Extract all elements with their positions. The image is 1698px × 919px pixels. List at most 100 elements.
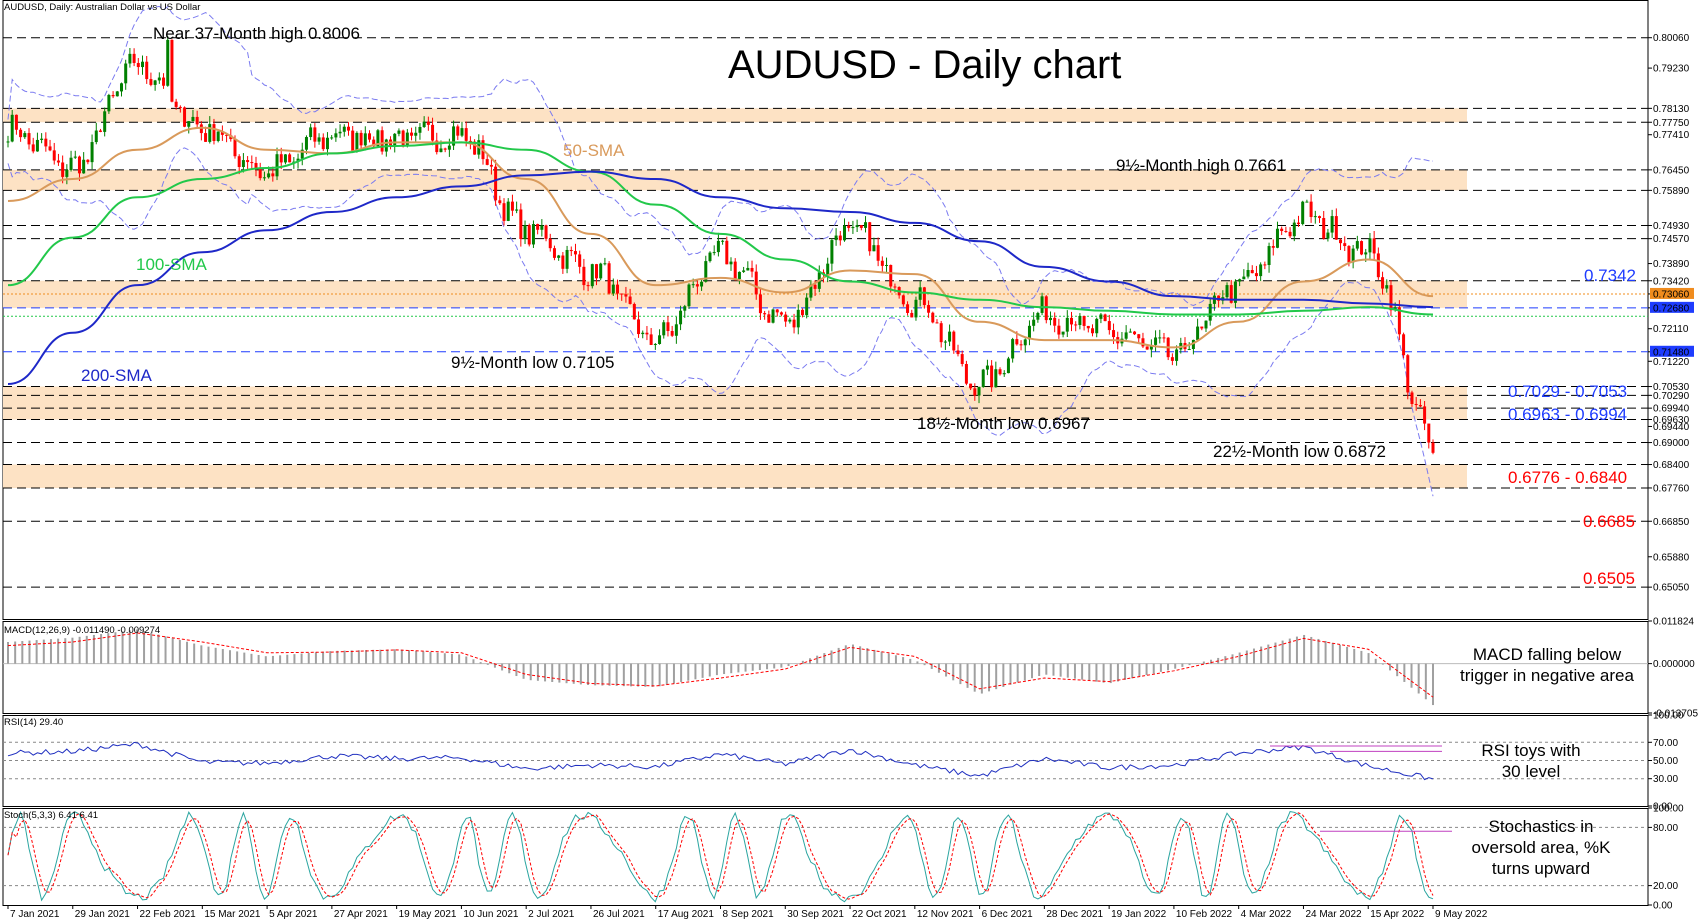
panel-frames xyxy=(2,0,1649,906)
annotation-22-5-month-low: 22½-Month low 0.6872 xyxy=(1213,442,1386,461)
y-tick-label: 0.69440 xyxy=(1653,422,1690,433)
candle-body xyxy=(485,159,489,165)
candle-body xyxy=(1284,231,1288,233)
candle-body xyxy=(220,131,224,135)
candle-body xyxy=(86,159,90,163)
candle-body xyxy=(1339,239,1343,244)
candle-body xyxy=(262,177,266,179)
candle-body xyxy=(1427,423,1431,443)
candle-body xyxy=(1023,339,1027,346)
y-tick-label: 0.65880 xyxy=(1653,552,1690,563)
y-tick-label: 0.79230 xyxy=(1653,64,1690,75)
panel-frame-1 xyxy=(2,621,1649,714)
candle-body xyxy=(649,334,653,345)
candle-body xyxy=(981,369,985,387)
candle-body xyxy=(1397,307,1401,335)
candle-body xyxy=(241,160,245,167)
candle-body xyxy=(19,129,23,138)
candle-body xyxy=(1137,334,1141,339)
candle-body xyxy=(1141,338,1145,347)
candle-body xyxy=(1423,406,1427,424)
y-tick-label: 0.72110 xyxy=(1653,324,1689,335)
candle-body xyxy=(1019,344,1023,346)
y-tick-label: 0.68400 xyxy=(1653,460,1690,471)
y-tick-label: 20.00 xyxy=(1653,881,1678,892)
candle-body xyxy=(1002,373,1006,375)
x-tick-label: 30 Sep 2021 xyxy=(787,909,844,919)
candle-body xyxy=(1053,317,1057,326)
price-zone xyxy=(3,108,1467,123)
candle-body xyxy=(1032,319,1036,326)
candle-body xyxy=(410,132,414,136)
candle-body xyxy=(893,286,897,288)
candle-body xyxy=(330,137,334,139)
candle-body xyxy=(1204,320,1208,329)
candle-body xyxy=(956,350,960,355)
candle-body xyxy=(1246,270,1250,277)
x-tick-label: 10 Jun 2021 xyxy=(463,909,518,919)
candle-body xyxy=(1036,312,1040,320)
candle-body xyxy=(1187,349,1191,351)
annotation-9-5-month-high: 9½-Month high 0.7661 xyxy=(1116,156,1286,175)
x-tick-label: 17 Aug 2021 xyxy=(658,909,715,919)
candle-body xyxy=(1200,326,1204,329)
candle-body xyxy=(346,126,350,131)
candle-body xyxy=(704,261,708,282)
candle-body xyxy=(1040,296,1044,313)
candle-body xyxy=(1381,277,1385,289)
candle-body xyxy=(48,146,52,151)
candle-body xyxy=(922,287,926,306)
candle-body xyxy=(1107,321,1111,331)
candle-body xyxy=(901,295,905,305)
candle-body xyxy=(1254,273,1258,277)
candle-body xyxy=(851,227,855,229)
candle-body xyxy=(1275,228,1279,248)
candle-body xyxy=(519,209,523,240)
candle-body xyxy=(847,225,851,228)
candle-body xyxy=(1154,337,1158,345)
candle-body xyxy=(204,133,208,142)
y-tick-label: 30.00 xyxy=(1653,774,1678,785)
y-tick-label: 0.70530 xyxy=(1653,382,1690,393)
sma-line-200-sma xyxy=(7,170,1434,385)
candle-body xyxy=(40,138,44,140)
y-tick-label: 80.00 xyxy=(1653,823,1678,834)
candle-body xyxy=(119,83,123,92)
candle-body xyxy=(334,133,338,138)
candle-body xyxy=(998,369,1002,375)
candle-body xyxy=(578,254,582,267)
y-tick-label: 0.80060 xyxy=(1653,33,1690,44)
candle-body xyxy=(56,160,60,163)
candle-body xyxy=(98,130,102,132)
candle-body xyxy=(557,255,561,258)
candle-body xyxy=(1343,243,1347,247)
candle-body xyxy=(1368,238,1372,253)
candle-body xyxy=(830,240,834,264)
candle-body xyxy=(855,225,859,228)
candle-body xyxy=(1011,339,1015,359)
candle-body xyxy=(683,306,687,311)
candle-body xyxy=(885,264,889,266)
y-tick-label: 70.00 xyxy=(1653,738,1678,749)
candle-body xyxy=(52,150,56,161)
bollinger-lower xyxy=(7,147,1434,497)
candle-body xyxy=(632,303,636,320)
candle-body xyxy=(628,296,632,304)
candle-body xyxy=(132,53,136,63)
y-tick-label: 0.73060 xyxy=(1653,289,1690,300)
candle-body xyxy=(565,249,569,269)
candle-body xyxy=(1347,246,1351,263)
x-tick-label: 6 Dec 2021 xyxy=(982,909,1034,919)
candle-body xyxy=(73,156,77,158)
candle-body xyxy=(1069,317,1073,325)
macd-annotation: MACD falling below trigger in negative ar… xyxy=(1460,645,1634,685)
y-tick-label: 0.011824 xyxy=(1653,617,1694,628)
candle-body xyxy=(271,173,275,177)
candle-body xyxy=(666,322,670,332)
stochastic-panel xyxy=(3,810,1648,903)
candle-body xyxy=(111,94,115,97)
panel-frame-0 xyxy=(2,0,1649,620)
candle-body xyxy=(700,281,704,287)
y-tick-label: 0.76450 xyxy=(1653,165,1690,176)
level-label-0-6776-0-6840: 0.6776 - 0.6840 xyxy=(1508,468,1627,487)
